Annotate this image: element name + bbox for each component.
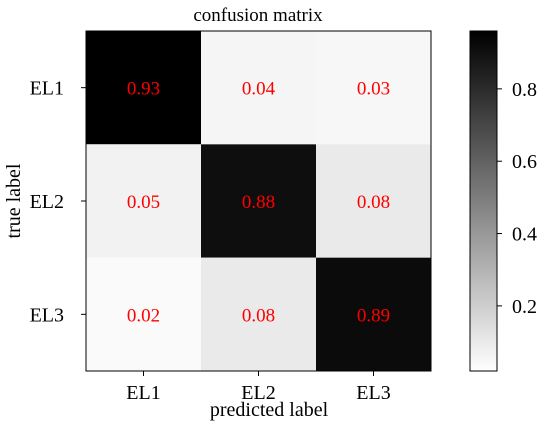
colorbar xyxy=(469,30,498,372)
y-axis-label: true label xyxy=(3,163,25,238)
heatmap-cell xyxy=(86,257,201,371)
heatmap-cell xyxy=(316,144,431,258)
cell-value-label: 0.93 xyxy=(127,79,160,100)
heatmap-cell xyxy=(201,257,316,371)
x-axis-label: predicted label xyxy=(210,399,329,421)
y-tick-label: EL1 xyxy=(30,78,64,100)
colorbar-tick-label: 0.4 xyxy=(512,224,537,246)
heatmap-cell xyxy=(86,144,201,258)
colorbar-ticks: 0.2 0.4 0.6 0.8 xyxy=(497,79,537,318)
y-tick-label: EL2 xyxy=(30,191,64,213)
y-axis-ticks: EL1 EL2 EL3 xyxy=(30,78,86,326)
colorbar-tick-label: 0.2 xyxy=(512,296,537,318)
x-axis-ticks: EL1 EL2 EL3 xyxy=(126,371,391,404)
cell-value-label: 0.04 xyxy=(242,79,276,100)
heatmap-cell xyxy=(201,144,316,258)
cell-value-label: 0.88 xyxy=(242,192,275,213)
colorbar-tick-label: 0.8 xyxy=(512,79,537,101)
cell-value-label: 0.02 xyxy=(127,305,160,326)
cell-value-label: 0.05 xyxy=(127,192,160,213)
heatmap-cells xyxy=(86,31,431,371)
heatmap-cell xyxy=(201,31,316,145)
x-tick-label: EL1 xyxy=(126,382,160,404)
cell-value-label: 0.03 xyxy=(357,79,390,100)
heatmap-cell xyxy=(316,31,431,145)
y-tick-label: EL3 xyxy=(30,304,64,326)
heatmap-cell xyxy=(86,31,201,145)
cell-value-label: 0.89 xyxy=(357,305,390,326)
x-tick-label: EL2 xyxy=(241,382,275,404)
heatmap-cell xyxy=(316,257,431,371)
x-tick-label: EL3 xyxy=(356,382,390,404)
colorbar-tick-label: 0.6 xyxy=(512,151,537,173)
heatmap-cell-labels: 0.93 0.04 0.03 0.05 0.88 0.08 0.02 0.08 0.89 xyxy=(127,79,390,327)
chart-title: confusion matrix xyxy=(193,5,323,26)
cell-value-label: 0.08 xyxy=(357,192,390,213)
cell-value-label: 0.08 xyxy=(242,305,275,326)
